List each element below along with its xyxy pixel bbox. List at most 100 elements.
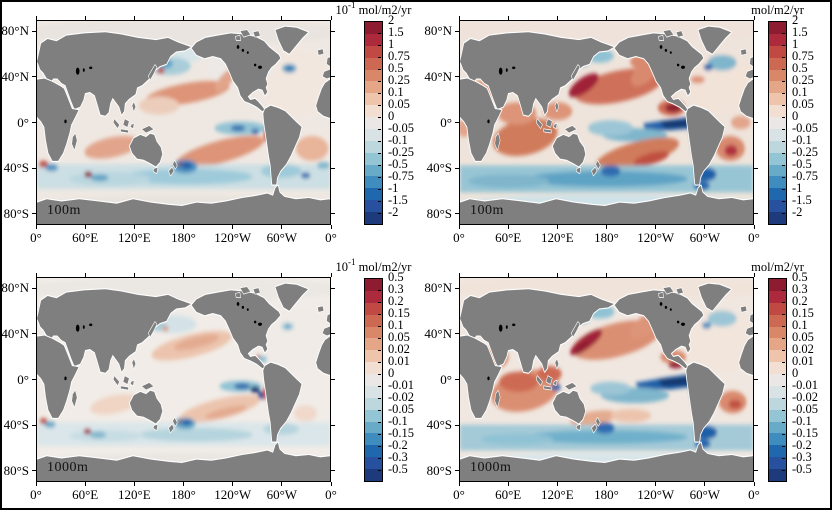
colorbar-segment — [769, 385, 786, 398]
colorbar-tick-mark — [378, 177, 381, 178]
colorbar-tick-label: 1 — [388, 36, 395, 51]
x-tick-label: 180° — [171, 487, 196, 502]
x-tick-mark — [556, 482, 558, 486]
colorbar-tick-mark — [378, 326, 381, 327]
colorbar-tick-mark — [782, 141, 785, 142]
colorbar-tick-mark — [782, 386, 785, 387]
y-tick-mark — [331, 470, 335, 472]
colorbar: mol/m2/yr 2 1.5 1 0.75 0.5 0.25 0.1 0.05 0 -0.05-… — [751, 3, 818, 225]
colorbar-segment — [365, 326, 382, 339]
colorbar-tick-label: 0.02 — [388, 341, 410, 356]
colorbar-tick-label: 0.1 — [388, 317, 404, 332]
y-tick-mark — [455, 333, 459, 335]
map-panel-top-left: 100m 0° 60°E 120°E 180° 120°W 60°W 0° 80°N 40°N 0… — [2, 16, 337, 245]
y-tick-mark — [754, 379, 758, 380]
colorbar-tick-mark — [378, 57, 381, 58]
colorbar-segment — [769, 350, 786, 363]
x-tick-label: 120°E — [117, 487, 151, 502]
depth-label: 1000m — [47, 460, 89, 475]
colorbar-tick-label: -0.02 — [388, 389, 415, 404]
colorbar-tick-mark — [378, 386, 381, 387]
scale-base: 10 — [335, 260, 349, 274]
y-tick-label: 0° — [17, 114, 29, 130]
colorbar-segment — [365, 279, 382, 291]
y-tick-mark — [331, 287, 335, 289]
colorbar-tick-label: 0.3 — [388, 281, 404, 296]
world-map — [37, 21, 330, 224]
x-tick-mark — [507, 273, 509, 277]
map-plot: 1000m — [459, 277, 754, 482]
colorbar-tick-label: 0 — [792, 365, 799, 380]
colorbar-tick-label: -0.25 — [388, 144, 415, 159]
colorbar-tick-label: -0.05 — [792, 401, 819, 416]
colorbar-segment — [769, 69, 786, 82]
colorbar-segment — [365, 302, 382, 315]
colorbar-segment — [769, 433, 786, 446]
colorbar-tick-label: 0 — [388, 365, 395, 380]
colorbar-segment — [769, 105, 786, 117]
colorbar-tick-label: 0.5 — [792, 60, 808, 75]
x-tick-mark — [655, 482, 657, 486]
colorbar-tick-label: 1 — [792, 36, 799, 51]
colorbar-segment — [365, 314, 382, 327]
colorbar-segment — [365, 385, 382, 398]
y-tick-mark — [32, 213, 36, 215]
x-tick-mark — [753, 482, 755, 486]
colorbar-segment — [769, 33, 786, 46]
y-tick-label: 80°S — [426, 462, 452, 478]
colorbar-tick-label: -0.5 — [388, 461, 408, 476]
colorbar-tick-mark — [782, 117, 785, 118]
unit-text: mol/m2/yr — [751, 260, 804, 274]
x-tick-mark — [458, 482, 460, 486]
colorbar-tick-mark — [782, 189, 785, 190]
y-tick-mark — [331, 424, 335, 426]
colorbar-tick-label: -2 — [792, 204, 803, 219]
colorbar-tick-label: 2 — [388, 12, 395, 27]
y-tick-label: 40°S — [3, 417, 29, 433]
x-tick-mark — [133, 482, 135, 486]
colorbar-tick-mark — [782, 338, 785, 339]
colorbar-tick-label: -1 — [792, 180, 803, 195]
colorbar-tick-mark — [782, 33, 785, 34]
scale-exponent: -1 — [348, 0, 356, 10]
colorbar-tick-mark — [378, 470, 381, 471]
x-tick-label: 60°E — [495, 230, 522, 245]
colorbar-tick-label: 2 — [792, 12, 799, 27]
colorbar-tick-mark — [378, 141, 381, 142]
colorbar-tick-mark — [782, 470, 785, 471]
colorbar-tick-mark — [378, 69, 381, 70]
map-plot: 100m — [36, 20, 331, 225]
colorbar-unit-label: 10-1 mol/m2/yr — [335, 0, 412, 18]
x-tick-mark — [606, 273, 607, 277]
x-tick-label: 60°E — [72, 487, 99, 502]
colorbar-tick-mark — [378, 81, 381, 82]
scale-base: 10 — [335, 3, 349, 17]
x-tick-mark — [133, 225, 135, 229]
x-tick-label: 0° — [325, 230, 337, 245]
colorbar-segment — [769, 200, 786, 212]
x-tick-mark — [183, 16, 184, 20]
x-tick-label: 180° — [171, 230, 196, 245]
colorbar-segment — [365, 105, 382, 117]
colorbar-tick-mark — [378, 105, 381, 106]
colorbar-tick-mark — [378, 93, 381, 94]
colorbar-segment — [365, 457, 382, 469]
colorbar-segment — [365, 164, 382, 177]
colorbar-segment — [365, 140, 382, 153]
colorbar-tick-mark — [378, 398, 381, 399]
colorbar-segment — [365, 45, 382, 58]
colorbar-tick-mark — [782, 326, 785, 327]
x-tick-label: 0° — [748, 230, 760, 245]
colorbar-tick-label: -0.15 — [792, 425, 819, 440]
y-tick-label: 40°S — [3, 160, 29, 176]
colorbar-tick-label: 0.3 — [792, 281, 808, 296]
colorbar-tick-label: 0.05 — [792, 329, 814, 344]
colorbar-tick-mark — [378, 213, 381, 214]
x-tick-label: 0° — [453, 230, 465, 245]
colorbar-tick-mark — [782, 314, 785, 315]
colorbar-tick-mark — [782, 152, 785, 154]
world-map — [37, 278, 330, 481]
colorbar-segment — [365, 445, 382, 458]
colorbar-segment — [769, 279, 786, 291]
unit-text: mol/m2/yr — [358, 260, 412, 274]
